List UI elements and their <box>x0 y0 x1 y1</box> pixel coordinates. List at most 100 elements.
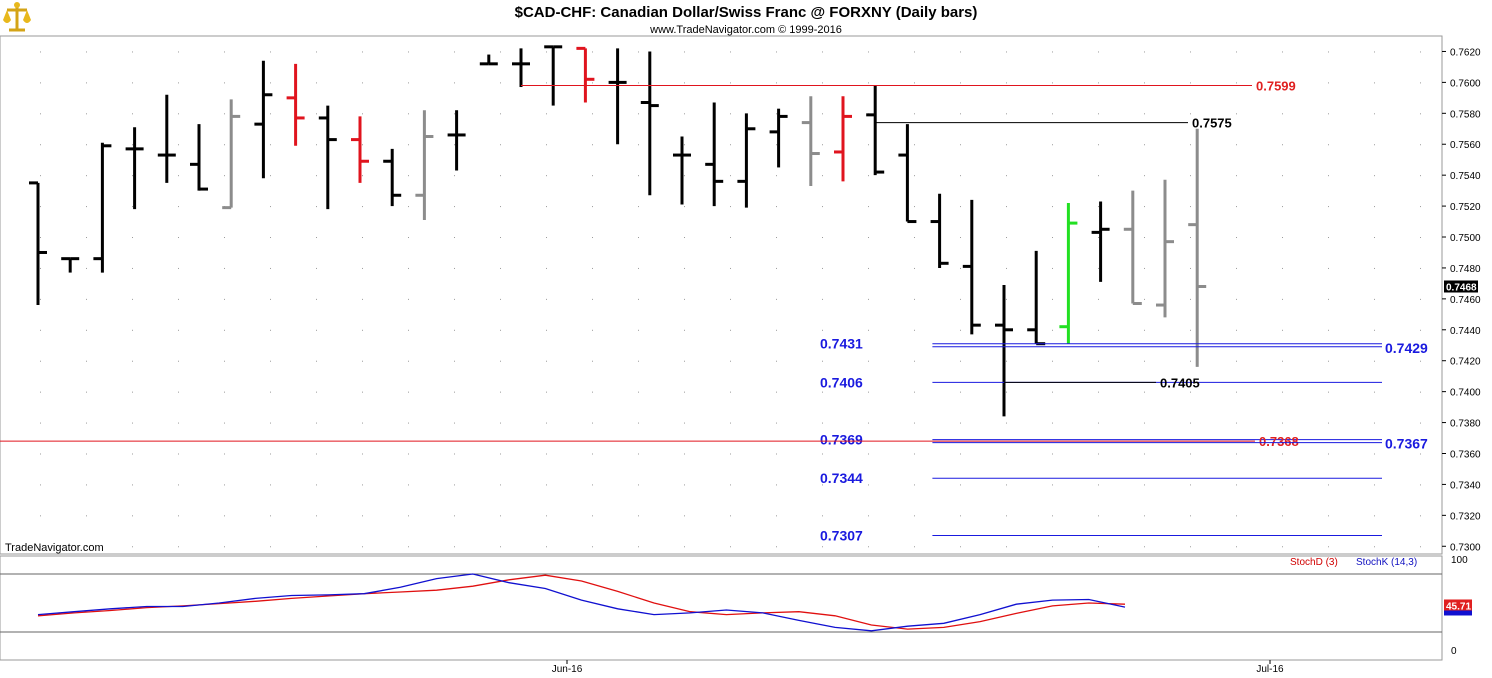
fibonacci-levels: 0.7599 0.7575 0.7431 0.7429 0.7406 0.7405 0.73… <box>0 78 1428 543</box>
grid-dot <box>914 82 915 84</box>
grid-dot <box>270 391 271 393</box>
grid-dot <box>822 144 823 146</box>
grid-dot <box>776 144 777 146</box>
grid-dot <box>86 391 87 393</box>
grid-dot <box>638 113 639 115</box>
grid-dot <box>500 422 501 424</box>
grid-dot <box>1190 484 1191 486</box>
grid-dot <box>362 206 363 208</box>
grid-dot <box>500 546 501 548</box>
grid-dot <box>546 237 547 239</box>
grid-dot <box>224 453 225 455</box>
grid-dot <box>776 51 777 53</box>
grid-dot <box>500 175 501 177</box>
grid-dot <box>592 206 593 208</box>
grid-dot <box>1236 175 1237 177</box>
grid-dot <box>592 484 593 486</box>
grid-dot <box>454 546 455 548</box>
grid-dot <box>684 237 685 239</box>
ohlc-bar <box>479 54 498 66</box>
grid-dot <box>1328 206 1329 208</box>
grid-dot <box>40 237 41 239</box>
grid-dot <box>868 206 869 208</box>
grid-dot <box>1052 144 1053 146</box>
ohlc-bar <box>737 113 756 208</box>
grid-dot <box>684 453 685 455</box>
grid-dot <box>40 515 41 517</box>
grid-dot <box>178 422 179 424</box>
grid-dot <box>1052 237 1053 239</box>
ohlc-bar <box>222 99 241 210</box>
grid-dot <box>1006 546 1007 548</box>
grid-dot <box>546 391 547 393</box>
grid-dot <box>1006 422 1007 424</box>
grid-dot <box>684 82 685 84</box>
grid-dot <box>132 546 133 548</box>
grid-dot <box>454 391 455 393</box>
grid-dot <box>132 453 133 455</box>
grid-dot <box>224 298 225 300</box>
tick-label: 0.7540 <box>1450 171 1481 182</box>
grid-dot <box>132 82 133 84</box>
grid-dot <box>1098 484 1099 486</box>
ohlc-bar <box>286 63 305 146</box>
price-axis: 0.7620 0.7600 0.7580 0.7560 0.7540 0.7520 0.75… <box>1442 47 1481 553</box>
grid-dot <box>1420 453 1421 455</box>
grid-dot <box>1098 329 1099 331</box>
grid-dot <box>1236 546 1237 548</box>
grid-dot <box>270 82 271 84</box>
grid-dot <box>1052 515 1053 517</box>
grid-dot <box>546 113 547 115</box>
grid-dot <box>362 484 363 486</box>
grid-dot <box>408 175 409 177</box>
tick-label: 0.7580 <box>1450 109 1481 120</box>
ohlc-bar <box>608 48 627 145</box>
grid-dot <box>1190 546 1191 548</box>
grid-dot <box>868 360 869 362</box>
grid-dot <box>1052 422 1053 424</box>
grid-dot <box>362 82 363 84</box>
grid-dot <box>1420 360 1421 362</box>
grid-dot <box>868 546 869 548</box>
tick-label: 0.7500 <box>1450 233 1481 244</box>
grid-dot <box>224 422 225 424</box>
grid-dot <box>500 206 501 208</box>
grid-dot <box>224 51 225 53</box>
grid-dot <box>454 237 455 239</box>
ohlc-bar <box>125 127 144 210</box>
grid-dot <box>592 329 593 331</box>
grid-dot <box>1282 206 1283 208</box>
grid-dot <box>500 144 501 146</box>
grid-dot <box>914 360 915 362</box>
grid-dot <box>40 360 41 362</box>
grid-dot <box>822 113 823 115</box>
grid-dot <box>178 360 179 362</box>
grid-dot <box>1420 144 1421 146</box>
grid-dot <box>1328 298 1329 300</box>
grid-dots <box>40 51 1421 548</box>
grid-dot <box>592 298 593 300</box>
grid-dot <box>1144 391 1145 393</box>
grid-dot <box>1098 515 1099 517</box>
grid-dot <box>316 237 317 239</box>
grid-dot <box>500 484 501 486</box>
grid-dot <box>1374 422 1375 424</box>
ohlc-bar <box>866 85 885 176</box>
grid-dot <box>914 113 915 115</box>
grid-dot <box>408 484 409 486</box>
grid-dot <box>638 453 639 455</box>
grid-dot <box>1282 391 1283 393</box>
grid-dot <box>914 422 915 424</box>
grid-dot <box>178 267 179 269</box>
price-bars <box>29 45 1207 417</box>
level-label: 0.7368 <box>1259 434 1299 449</box>
grid-dot <box>960 422 961 424</box>
grid-dot <box>914 391 915 393</box>
grid-dot <box>868 515 869 517</box>
grid-dot <box>730 546 731 548</box>
grid-dot <box>454 515 455 517</box>
grid-dot <box>592 391 593 393</box>
grid-dot <box>316 175 317 177</box>
grid-dot <box>868 175 869 177</box>
chart-title: $CAD-CHF: Canadian Dollar/Swiss Franc @ … <box>515 4 978 21</box>
